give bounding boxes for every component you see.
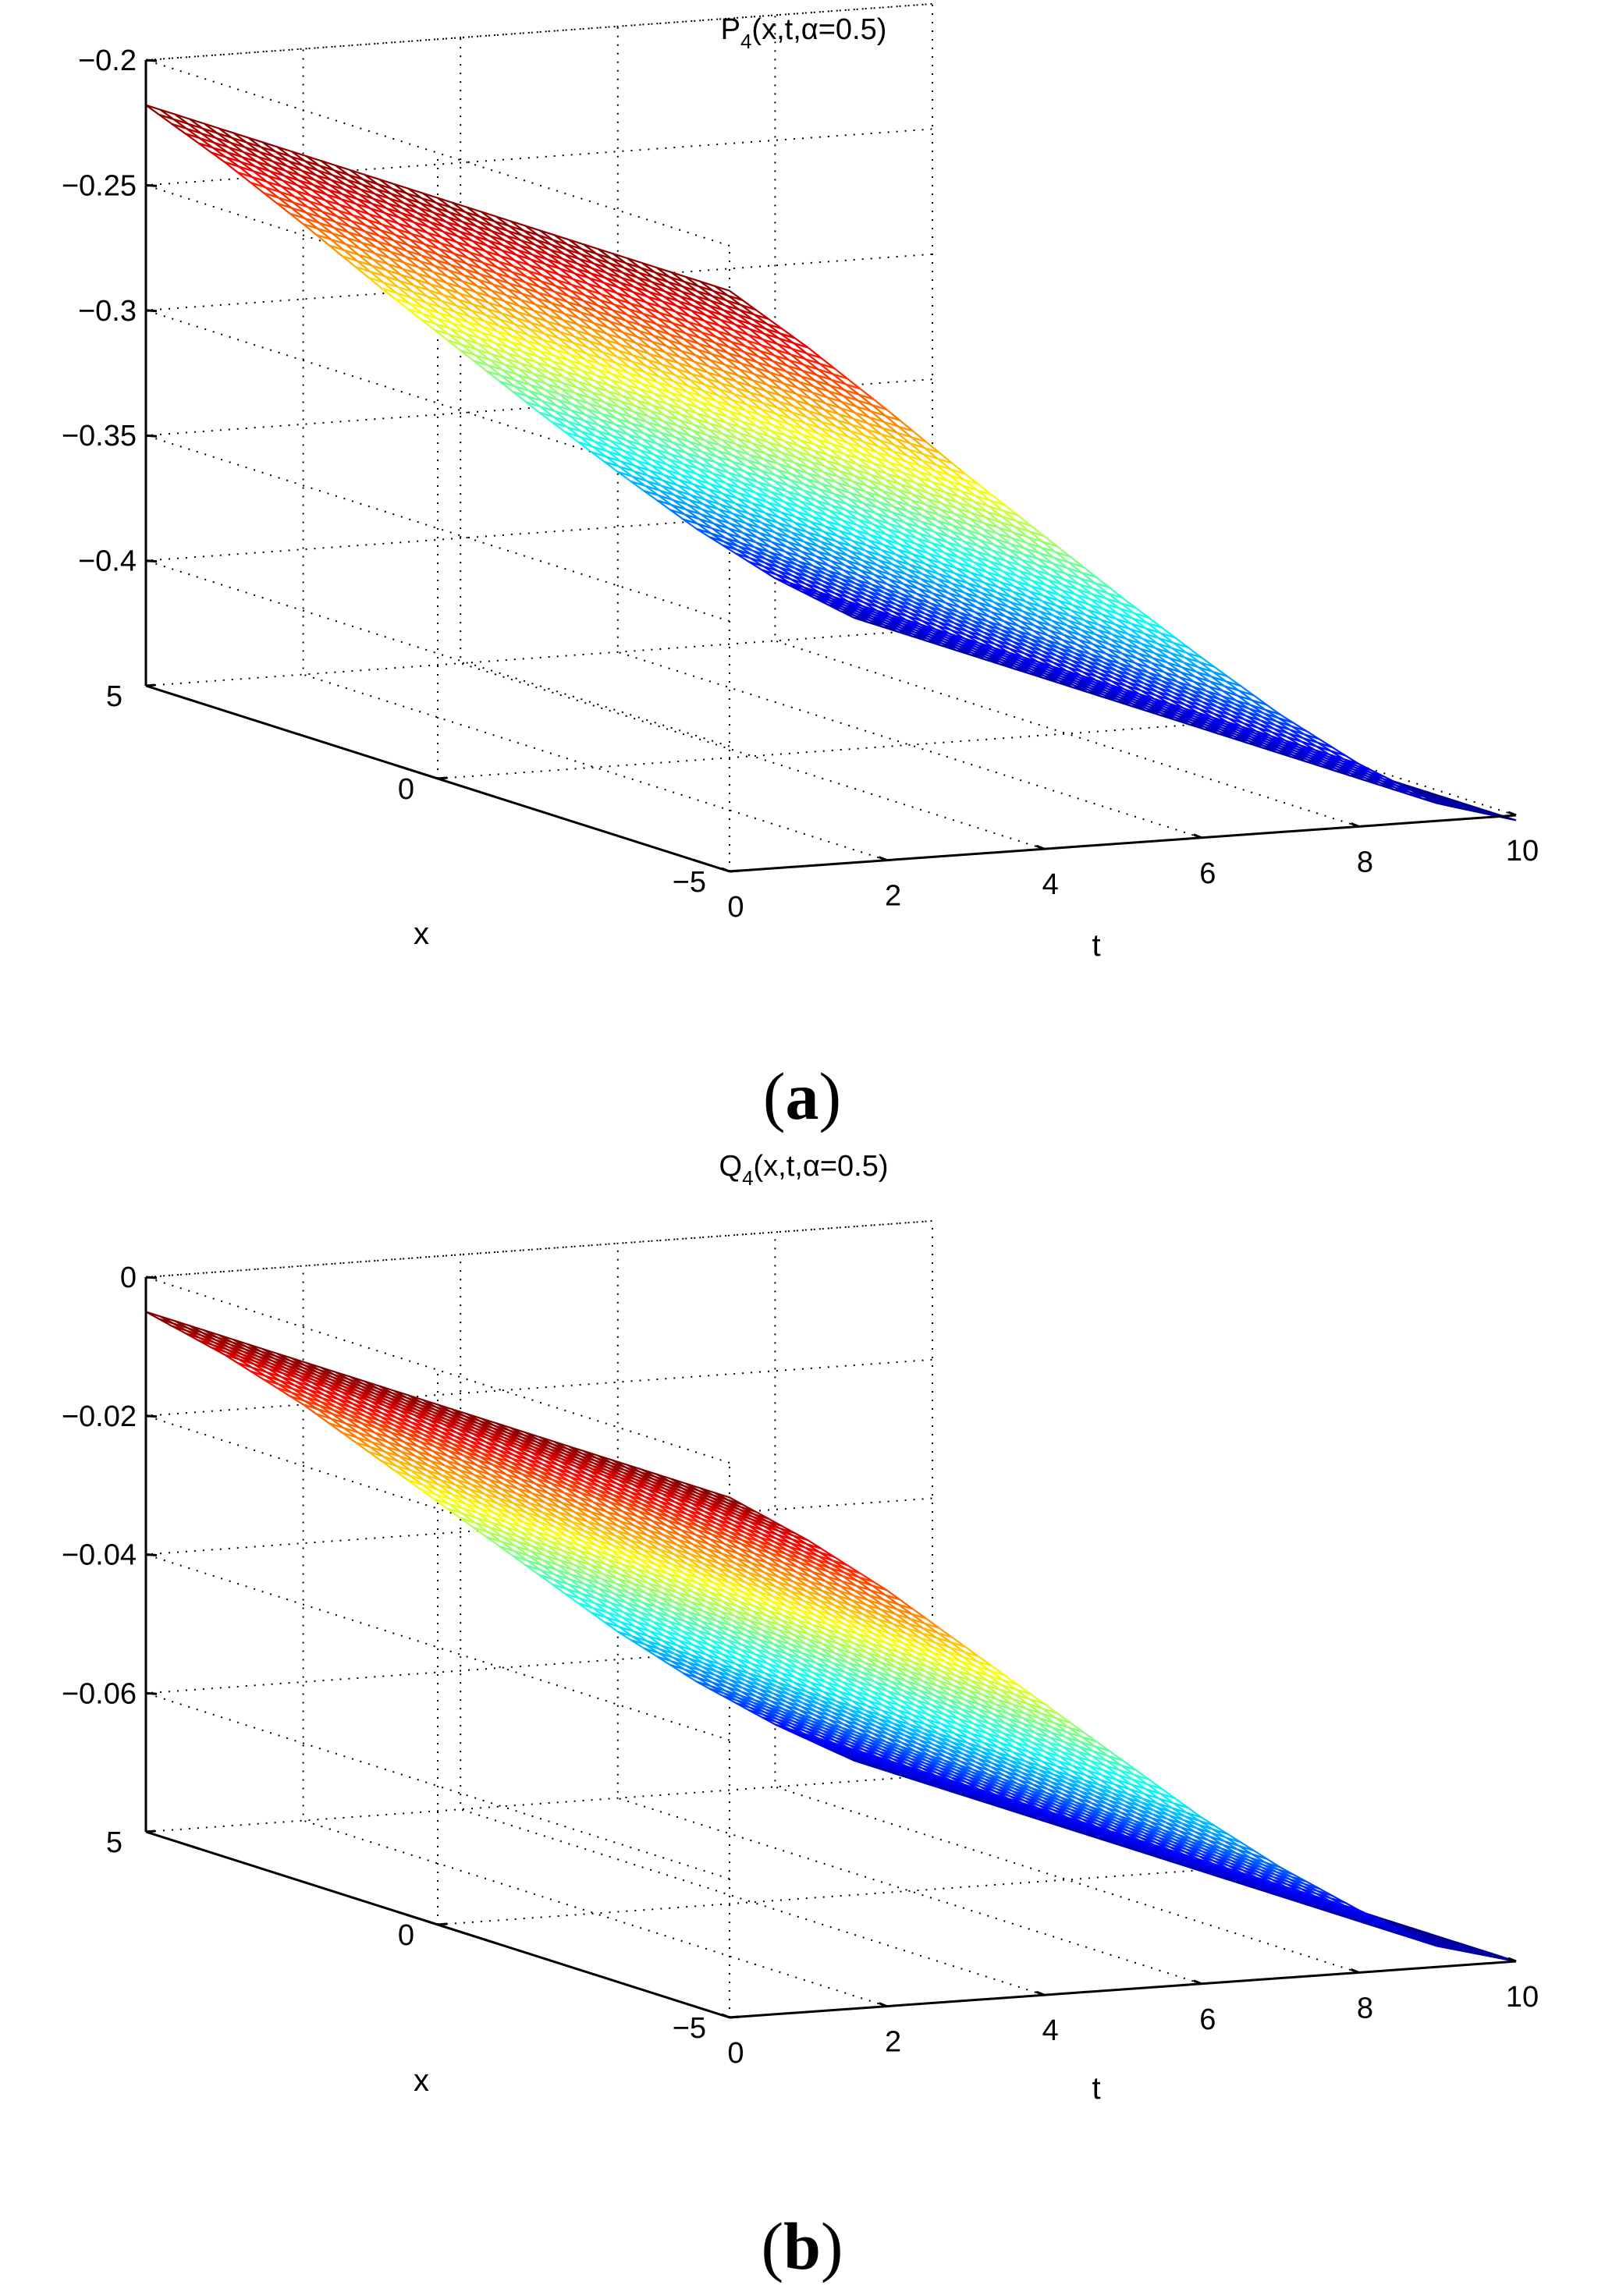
panel-a-z-tick-label: −0.25	[62, 169, 137, 202]
panel-b-z-tick-mark	[145, 1414, 158, 1418]
panel-b-t-tick-mark	[1193, 1979, 1202, 1985]
panel-a-t-axis-line	[729, 814, 1517, 873]
panel-a-x-tick-label: 5	[106, 680, 123, 713]
panel-b-t-tick-label: 2	[885, 2026, 901, 2059]
panel-a-x-tick-mark	[145, 683, 156, 687]
panel-b-grid-floor-x-2	[145, 1775, 933, 1833]
panel-b-z-tick-mark	[145, 1553, 158, 1556]
panel-b: −0.06 −0.04 −0.02 0 −5 0 5 0 2 4 6 8 10 Q4(x,t,α=0.5…	[62, 1150, 1539, 2284]
panel-b-x-tick-label: 5	[106, 1826, 123, 1859]
panel-a-x-tick-label: −5	[673, 866, 706, 899]
panel-b-x-tick-label: −5	[673, 2012, 706, 2045]
panel-a-z-tick-mark	[145, 59, 158, 62]
panel-b-t-tick-mark	[1350, 1968, 1359, 1974]
panel-a-t-tick-mark	[1350, 822, 1359, 828]
panel-b-t-tick-mark	[1035, 1990, 1045, 1996]
panel-a-z-tick-mark	[145, 559, 158, 563]
panel-b-x-axis-label: x	[414, 2064, 429, 2098]
panel-b-z-tick-mark	[145, 1691, 158, 1695]
panel-b-t-tick-label: 8	[1357, 1992, 1373, 2025]
panel-a-grid-floor-x-2	[145, 629, 933, 687]
panel-a-t-tick-mark	[1507, 811, 1517, 817]
panel-b-x-tick-mark	[437, 1922, 448, 1926]
panel-b-t-tick-label: 10	[1506, 1981, 1539, 2014]
panel-a-t-tick-label: 2	[885, 880, 901, 913]
panel-a-z-tick-label: −0.2	[78, 44, 137, 77]
panel-a-t-tick-label: 8	[1357, 846, 1373, 878]
panel-a-t-tick-label: 4	[1042, 868, 1059, 901]
panel-a-z-tick-mark	[145, 183, 158, 187]
panel-a-x-tick-label: 0	[398, 773, 414, 806]
panel-a-grid-floor-x-1	[437, 722, 1225, 779]
panel-b-surface	[145, 1311, 1517, 1963]
panel-a-t-tick-label: 0	[727, 891, 744, 924]
panel-a-title: P4(x,t,α=0.5)	[721, 13, 887, 53]
panel-b-grid-floor-x-1	[437, 1868, 1225, 1925]
panel-b-z-tick-label: 0	[120, 1262, 137, 1294]
panel-b-ticks: −0.06 −0.04 −0.02 0 −5 0 5 0 2 4 6 8 10	[62, 1262, 1539, 2070]
panel-a-t-tick-mark	[1035, 844, 1045, 850]
panel-a-z-tick-mark	[145, 434, 158, 438]
panel-b-t-tick-mark	[1507, 1957, 1517, 1963]
panel-b-x-tick-label: 0	[398, 1919, 414, 1952]
panel-a-z-tick-label: −0.3	[78, 295, 137, 328]
panel-b-grid-z-3	[145, 1220, 933, 1464]
panel-b-z-tick-label: −0.02	[62, 1400, 137, 1433]
panel-b-x-tick-mark	[145, 1829, 156, 1833]
panel-b-label: (b)	[761, 2209, 843, 2284]
panel-a-x-tick-mark	[437, 776, 448, 780]
panel-a-ticks: −0.4 −0.35 −0.3 −0.25 −0.2 −5 0 5 0 2 4 6 8 10	[62, 44, 1539, 924]
panel-b-t-axis-label: t	[1092, 2071, 1100, 2106]
panel-b-title: Q4(x,t,α=0.5)	[719, 1150, 889, 1190]
panel-a-t-tick-label: 6	[1199, 857, 1216, 890]
panel-b-t-tick-label: 6	[1199, 2003, 1216, 2036]
panel-b-t-tick-label: 4	[1042, 2014, 1059, 2047]
panel-a: −0.4 −0.35 −0.3 −0.25 −0.2 −5 0 5 0 2 4 6 8 10 P4(x,t…	[62, 3, 1539, 1134]
panel-a-x-axis-label: x	[414, 917, 429, 951]
panel-b-t-axis-line	[729, 1960, 1517, 2019]
panel-b-z-tick-label: −0.04	[62, 1539, 137, 1572]
panel-a-t-tick-label: 10	[1506, 835, 1539, 868]
panel-a-surface	[145, 104, 1517, 822]
panel-a-t-axis-label: t	[1092, 928, 1100, 963]
panel-b-t-tick-mark	[721, 2013, 730, 2019]
panel-a-label: (a)	[763, 1059, 841, 1134]
panel-b-t-tick-label: 0	[727, 2037, 744, 2070]
panel-a-t-tick-mark	[879, 856, 888, 861]
panel-b-z-tick-label: −0.06	[62, 1677, 137, 1710]
panel-a-t-tick-mark	[721, 867, 730, 873]
panel-b-t-tick-mark	[879, 2002, 888, 2007]
panel-a-t-tick-mark	[1193, 833, 1202, 839]
panel-a-z-tick-label: −0.4	[78, 545, 137, 578]
panel-b-z-tick-mark	[145, 1276, 158, 1279]
panel-a-z-tick-label: −0.35	[62, 420, 137, 452]
